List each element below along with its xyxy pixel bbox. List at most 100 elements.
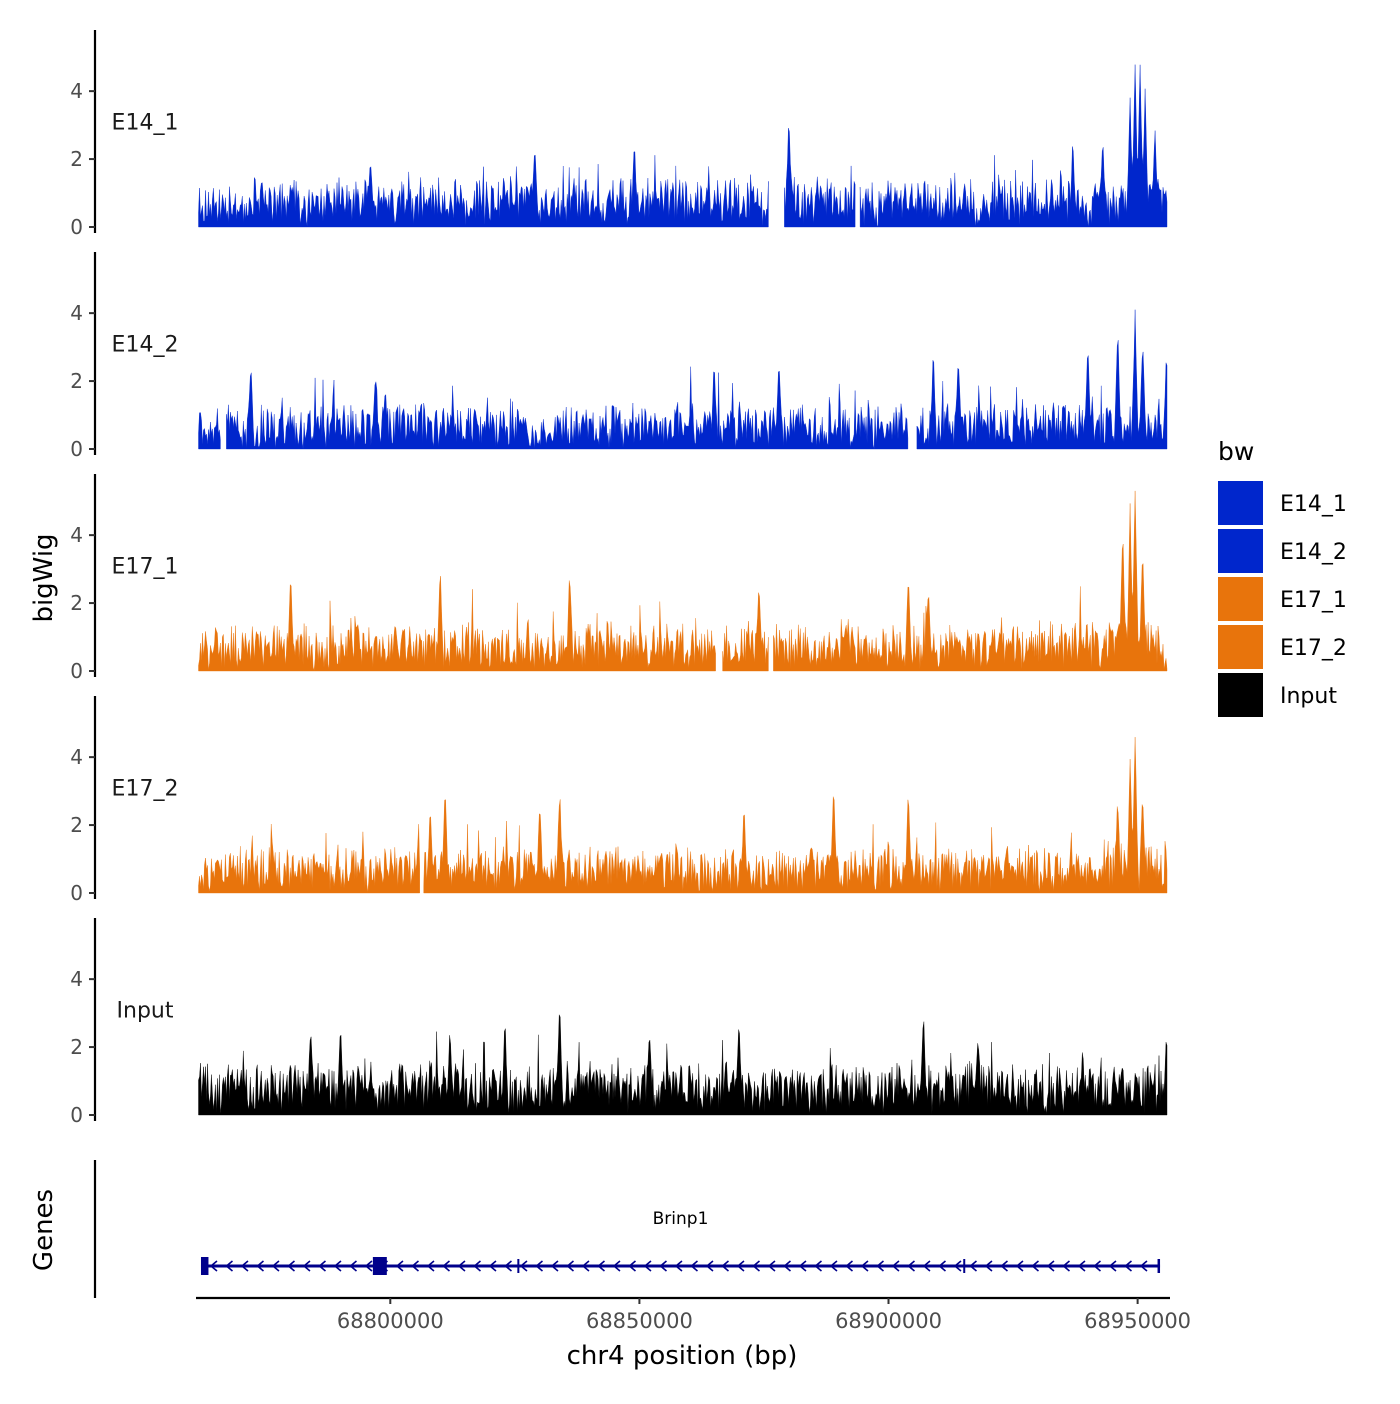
strand-arrow: [922, 1260, 931, 1272]
x-tick-label: 68950000: [1084, 1309, 1191, 1333]
strand-arrow: [705, 1260, 714, 1272]
x-tick-label: 68850000: [586, 1309, 693, 1333]
strand-arrow: [550, 1260, 559, 1272]
y-axis-title: bigWig: [29, 533, 59, 622]
exon: [963, 1259, 966, 1273]
legend-item-E14_2: E14_2: [1218, 529, 1347, 573]
strand-arrow: [349, 1260, 357, 1272]
track-E14_2: 0 2 4 E14_2: [70, 252, 1168, 461]
strand-arrow: [907, 1260, 915, 1272]
strand-arrow: [287, 1260, 295, 1272]
legend-label: E17_1: [1280, 588, 1347, 613]
strand-arrow: [829, 1260, 838, 1272]
y-tick-label: 2: [70, 369, 83, 393]
y-tick-label: 2: [70, 147, 83, 171]
legend-label: E14_1: [1280, 492, 1347, 517]
strand-arrow: [814, 1260, 822, 1272]
strand-arrow: [1031, 1260, 1039, 1272]
strand-arrow: [364, 1260, 373, 1272]
track-Input: 0 2 4 Input: [70, 918, 1168, 1127]
strand-arrow: [674, 1260, 683, 1272]
strand-arrow: [426, 1260, 435, 1272]
signal-area-E17_1: [198, 490, 1168, 672]
strand-arrow: [240, 1260, 249, 1272]
legend-swatch: [1218, 577, 1263, 621]
strand-arrow: [783, 1260, 791, 1272]
strand-arrow: [798, 1260, 807, 1272]
exon: [372, 1257, 387, 1275]
strand-arrow: [395, 1260, 404, 1272]
strand-arrow: [938, 1260, 946, 1272]
y-tick-label: 0: [70, 1103, 83, 1127]
track-label: E14_1: [112, 111, 179, 136]
y-tick-label: 4: [70, 745, 83, 769]
genes-panel: Brinp1: [93, 1160, 1161, 1298]
exon: [1157, 1259, 1161, 1273]
legend-label: E17_2: [1280, 636, 1347, 661]
strand-arrow: [659, 1260, 667, 1272]
strand-arrow: [1015, 1260, 1024, 1272]
gene-name-label: Brinp1: [653, 1209, 709, 1229]
strand-arrow: [643, 1260, 652, 1272]
exon: [200, 1257, 209, 1275]
strand-arrow: [1124, 1260, 1132, 1272]
legend-title: bw: [1218, 437, 1254, 466]
gene-Brinp1: Brinp1: [200, 1209, 1161, 1275]
strand-arrow: [1093, 1260, 1101, 1272]
legend-label: E14_2: [1280, 540, 1347, 565]
strand-arrow: [953, 1260, 962, 1272]
y-tick-label: 0: [70, 215, 83, 239]
strand-arrow: [628, 1260, 636, 1272]
strand-arrow: [597, 1260, 605, 1272]
strand-arrow: [984, 1260, 993, 1272]
strand-arrow: [612, 1260, 621, 1272]
strand-arrow: [1062, 1260, 1070, 1272]
strand-arrow: [736, 1260, 745, 1272]
strand-arrow: [1108, 1260, 1117, 1272]
strand-arrow: [225, 1260, 233, 1272]
strand-arrow: [488, 1260, 497, 1272]
strand-arrow: [333, 1260, 342, 1272]
strand-arrow: [411, 1260, 419, 1272]
legend-item-Input: Input: [1218, 673, 1337, 717]
strand-arrow: [845, 1260, 853, 1272]
signal-area-E14_1: [198, 64, 1168, 228]
track-label: Input: [117, 999, 174, 1024]
exon: [517, 1259, 520, 1273]
y-tick-label: 2: [70, 591, 83, 615]
strand-arrow: [209, 1260, 218, 1272]
track-label: E14_2: [112, 333, 179, 358]
legend: bw E14_1 E14_2 E17_1 E17_2 Input: [1218, 437, 1347, 717]
strand-arrow: [690, 1260, 698, 1272]
track-E17_2: 0 2 4 E17_2: [70, 696, 1168, 905]
strand-arrow: [721, 1260, 729, 1272]
legend-swatch: [1218, 673, 1263, 717]
strand-arrow: [302, 1260, 311, 1272]
strand-arrow: [581, 1260, 590, 1272]
strand-arrow: [767, 1260, 776, 1272]
strand-arrow: [1077, 1260, 1086, 1272]
x-axis: 68800000 68850000 68900000 68950000: [196, 1296, 1191, 1333]
y-tick-label: 2: [70, 813, 83, 837]
strand-arrow: [876, 1260, 884, 1272]
y-tick-label: 2: [70, 1035, 83, 1059]
strand-arrow: [442, 1260, 450, 1272]
strand-arrow: [519, 1260, 528, 1272]
strand-arrow: [969, 1260, 977, 1272]
signal-area-Input: [198, 1014, 1168, 1116]
strand-arrow: [752, 1260, 760, 1272]
track-E14_1: 0 2 4 E14_1: [70, 30, 1168, 239]
y-tick-label: 4: [70, 523, 83, 547]
strand-arrow: [318, 1260, 326, 1272]
strand-arrow: [1139, 1260, 1148, 1272]
strand-arrow: [1046, 1260, 1055, 1272]
legend-item-E17_2: E17_2: [1218, 625, 1347, 669]
signal-area-E17_2: [198, 737, 1168, 894]
strand-arrow: [473, 1260, 481, 1272]
legend-swatch: [1218, 625, 1263, 669]
x-tick-label: 68900000: [835, 1309, 942, 1333]
strand-arrow: [457, 1260, 466, 1272]
legend-label: Input: [1280, 684, 1337, 709]
